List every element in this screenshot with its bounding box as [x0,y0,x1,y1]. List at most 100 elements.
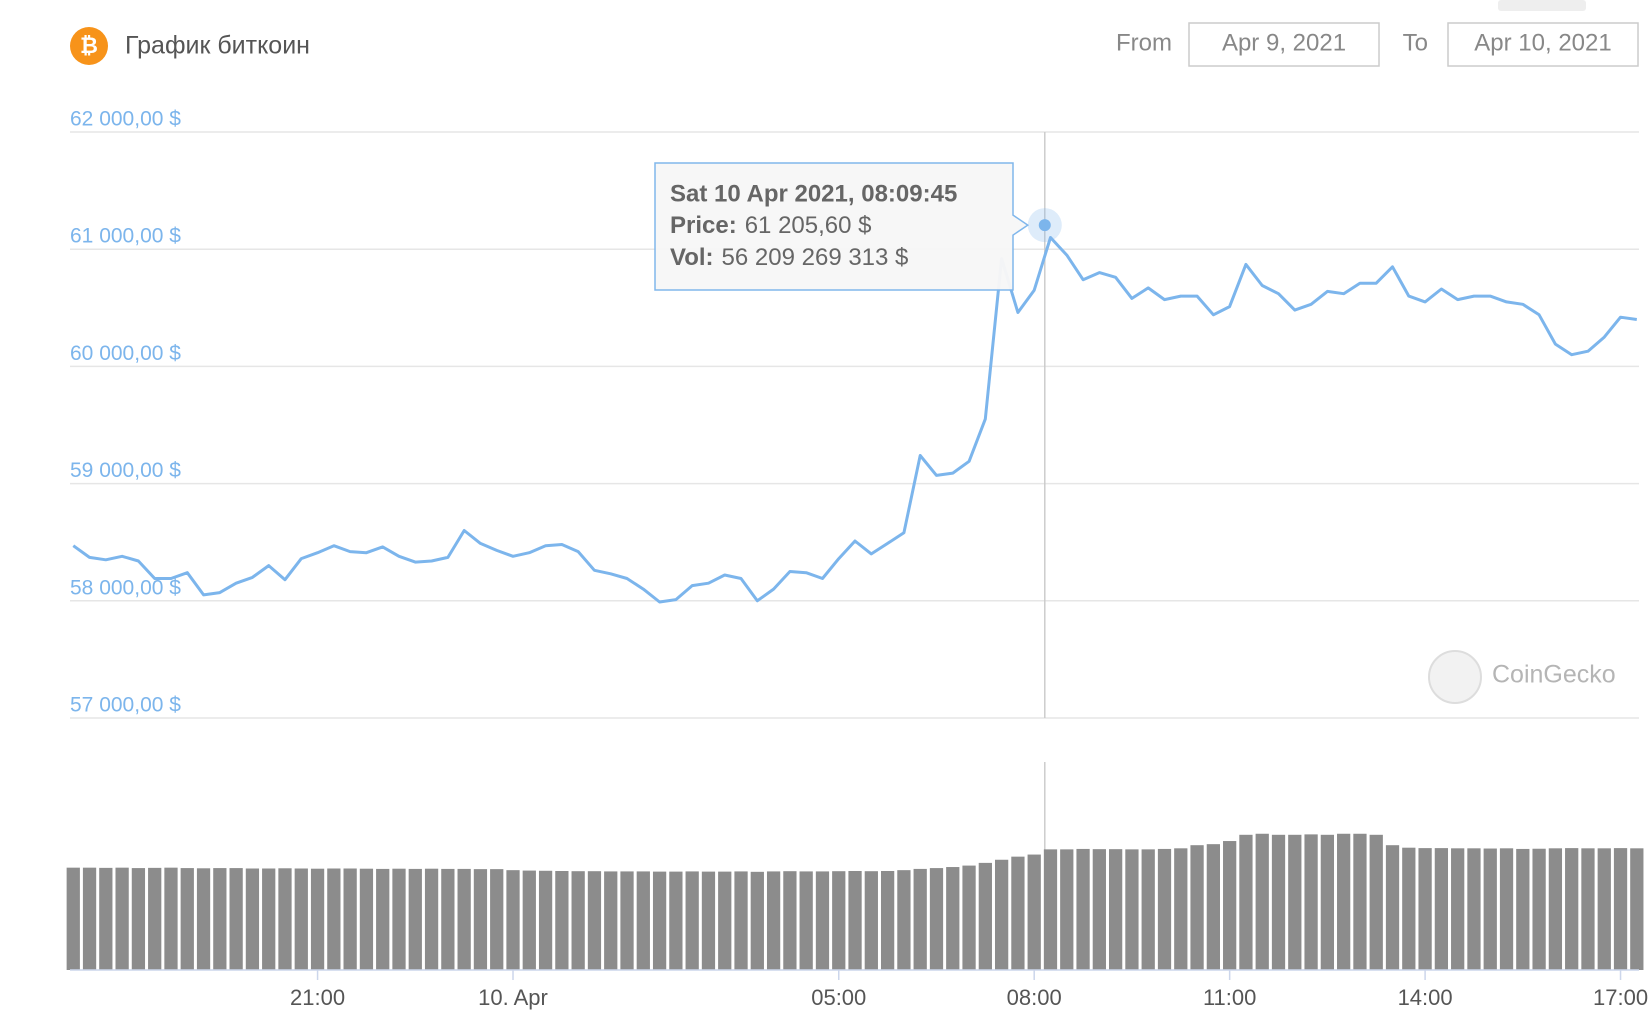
volume-bar [1565,848,1579,970]
volume-bar [1548,848,1563,970]
watermark: CoinGecko [1492,661,1616,689]
volume-bar [1174,848,1188,970]
volume-bar [1157,848,1172,970]
volume-bar [766,871,781,970]
y-tick-label: 61 000,00 $ [70,225,181,248]
volume-bar [1190,845,1204,970]
volume-bar [1011,856,1025,970]
to-input[interactable] [1447,22,1639,67]
volume-bar [1255,833,1269,970]
volume-bar [1060,849,1074,970]
volume-bar [669,871,683,970]
x-tick-label: 05:00 [811,985,866,1010]
x-tick-label: 17:00 [1593,985,1648,1010]
volume-bar [1239,834,1253,970]
volume-bar [946,867,960,970]
volume-bar [1337,833,1351,970]
volume-bar [1206,844,1220,970]
bitcoin-symbol: ₿ [80,33,98,58]
volume-bar [131,868,146,970]
volume-bar [99,867,113,970]
x-tick-label: 11:00 [1203,985,1256,1010]
volume-bar [750,871,764,970]
from-label: From [1116,29,1172,56]
x-tick-label: 10. Apr [478,985,548,1010]
top-button[interactable] [1498,0,1586,11]
volume-bar [1451,848,1465,970]
volume-bar [457,868,471,970]
volume-bar [164,867,178,970]
volume-bar [587,871,602,970]
volume-bar [929,868,944,970]
tooltip-label: Price: [670,212,737,239]
volume-bar [262,868,276,970]
tooltip-title: Sat 10 Apr 2021, 08:09:45 [670,180,957,207]
volume-bar [1467,848,1481,970]
volume-bar [1499,848,1514,970]
volume-bar [718,871,732,970]
volume-bar [66,867,80,970]
volume-bar [1223,841,1237,970]
volume-bar [1483,848,1497,970]
volume-bar [620,871,634,970]
volume-bar [734,871,748,970]
plot-area: 57 000,00 $ 58 000,00 $ 59 000,00 $ 60 000,… [66,108,1648,1010]
volume-bar [783,871,797,970]
volume-bar [294,868,308,970]
volume-bar [180,868,194,970]
from-input[interactable] [1188,22,1380,67]
to-label: To [1403,29,1428,56]
volume-bar [1385,845,1400,970]
x-tick-label: 21:00 [290,985,345,1010]
x-tick-label: 14:00 [1398,985,1453,1010]
volume-bar [1597,848,1611,970]
volume-bar [522,870,536,970]
volume-bar [1076,848,1090,970]
volume-bar [1288,834,1302,970]
volume-bar [213,868,227,970]
x-tick-label: 08:00 [1007,985,1062,1010]
volume-bar [636,871,650,970]
volume-bar [82,867,97,970]
volume-bar [327,868,341,970]
volume-bar [1581,848,1595,970]
volume-bar [196,868,211,970]
y-tick-label: 62 000,00 $ [70,108,181,131]
volume-bar [571,871,585,970]
volume-bar [1320,834,1335,970]
volume-bar [1516,848,1530,970]
volume-bar [538,870,553,970]
volume-bar [864,871,878,970]
volume-bar [1109,849,1123,970]
volume-bar [1043,849,1058,970]
volume-bar [310,868,325,970]
tooltip-value: 61 205,60 $ [745,212,872,239]
tooltip-row: Price: 61 205,60 $ [670,212,872,239]
volume-bar [701,871,716,970]
y-tick-label: 59 000,00 $ [70,459,181,482]
volume-bar [1434,848,1449,970]
volume-bar [441,868,455,970]
volume-bar [376,868,390,970]
volume-bar [880,870,895,970]
y-tick-label: 60 000,00 $ [70,342,181,365]
volume-bar [424,868,439,970]
volume-bar [848,870,862,970]
volume-bar [962,865,976,970]
volume-bar [1141,849,1155,970]
volume-bar [897,870,911,970]
chart-title: График биткоин [125,32,310,60]
volume-bar [278,868,292,970]
volume-bar [473,869,488,970]
volume-bar [1092,849,1106,970]
volume-bar [604,871,618,970]
volume-bar [392,868,406,970]
volume-bar [1125,849,1139,970]
volume-bar [115,867,129,970]
volume-bar [1630,848,1644,970]
volume-bar [815,871,830,970]
volume-bar [1353,833,1367,970]
volume-bar [1613,848,1628,970]
volume-bar [148,867,162,970]
volume-bar [245,868,260,970]
